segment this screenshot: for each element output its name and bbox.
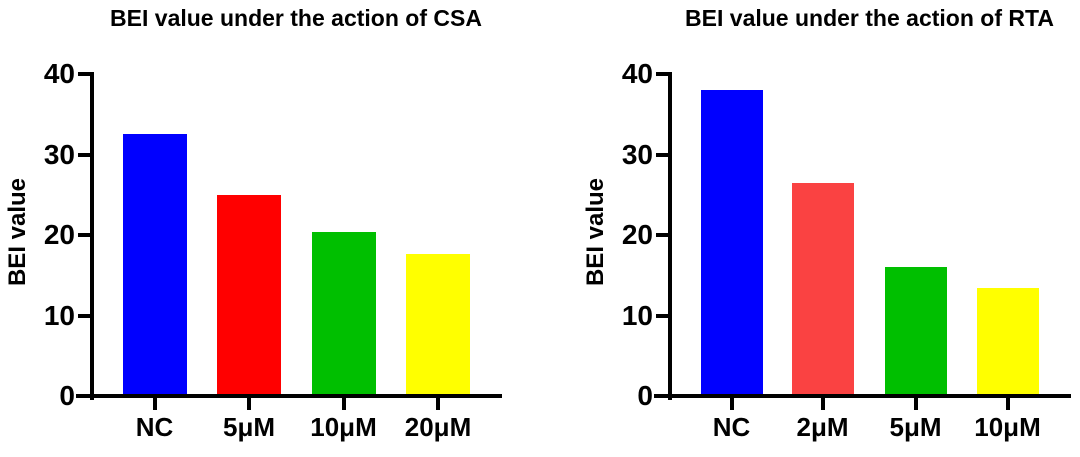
x-axis-category-label: 2μM bbox=[796, 412, 849, 442]
y-tick bbox=[656, 72, 668, 76]
y-axis-line bbox=[668, 72, 672, 400]
y-tick bbox=[656, 152, 668, 157]
x-tick bbox=[820, 398, 825, 410]
x-tick bbox=[1005, 398, 1010, 410]
bar-5um bbox=[217, 195, 281, 396]
bar-nc bbox=[700, 90, 763, 396]
x-axis-line bbox=[76, 394, 502, 398]
x-axis-category-label: 10μM bbox=[310, 412, 377, 442]
x-axis-category-label: 10μM bbox=[974, 412, 1041, 442]
x-axis-category-label: NC bbox=[135, 412, 174, 442]
bar-10um bbox=[311, 232, 376, 396]
y-tick-label: 30 bbox=[43, 138, 75, 170]
y-tick bbox=[78, 233, 90, 237]
x-axis-category-label: 20μM bbox=[404, 412, 472, 442]
x-axis-category-label: NC bbox=[712, 412, 751, 442]
bar-5um bbox=[884, 267, 947, 396]
x-tick bbox=[341, 398, 346, 410]
x-axis-category-label: 5μM bbox=[222, 412, 276, 442]
y-tick bbox=[78, 152, 90, 157]
bar-2um bbox=[791, 183, 854, 396]
chart-rta: 0 10 20 30 40 NC 2μM 5μM 10μM BEI value under th… bbox=[540, 0, 1080, 457]
x-tick bbox=[913, 398, 918, 410]
plot-area-rta: 0 10 20 30 40 NC 2μM 5μM 10μM bbox=[540, 0, 1080, 457]
x-axis-line bbox=[654, 394, 1071, 398]
y-tick-label: 10 bbox=[43, 299, 75, 331]
x-tick bbox=[247, 398, 251, 410]
y-tick-label: 10 bbox=[621, 299, 653, 331]
x-tick bbox=[729, 398, 734, 410]
y-axis-label-csa: BEI value bbox=[4, 177, 31, 287]
y-tick-label: 0 bbox=[59, 380, 75, 411]
y-tick bbox=[78, 313, 90, 318]
y-tick bbox=[78, 72, 90, 76]
y-tick-label: 0 bbox=[637, 380, 653, 411]
y-axis-line bbox=[90, 72, 94, 400]
bar-10um bbox=[976, 288, 1039, 396]
x-tick bbox=[436, 398, 440, 410]
y-tick bbox=[656, 313, 668, 318]
y-tick-label: 20 bbox=[43, 219, 75, 250]
y-tick-label: 20 bbox=[621, 219, 653, 250]
chart-title-csa: BEI value under the action of CSA bbox=[110, 5, 482, 31]
y-axis-label-rta: BEI value bbox=[582, 177, 609, 287]
y-tick-label: 30 bbox=[621, 138, 653, 170]
x-axis-category-label: 5μM bbox=[889, 412, 942, 442]
x-tick bbox=[152, 398, 157, 410]
bar-20um bbox=[406, 254, 470, 396]
chart-title-rta: BEI value under the action of RTA bbox=[685, 5, 1054, 31]
y-tick-label: 40 bbox=[621, 58, 653, 89]
chart-csa: 0 10 20 30 40 NC 5μM 10μM 20μM BEI value under t… bbox=[4, 5, 502, 442]
plot-area-csa: 0 10 20 30 40 NC 5μM 10μM 20μM bbox=[43, 58, 502, 442]
y-tick bbox=[656, 233, 668, 237]
bar-nc bbox=[122, 134, 187, 396]
y-tick-label: 40 bbox=[43, 58, 75, 89]
